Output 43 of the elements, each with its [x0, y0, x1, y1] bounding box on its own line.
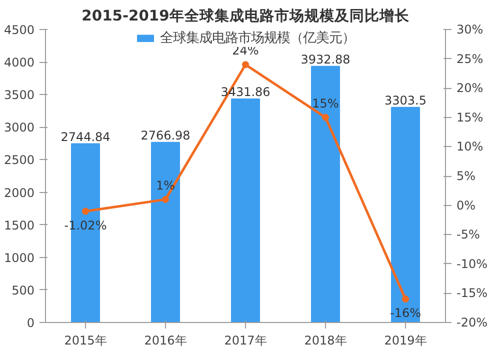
y2-tick-label: 10% [456, 140, 484, 154]
data-label: 2766.98 [140, 128, 190, 142]
y-tick-label: 2500 [4, 153, 35, 168]
legend-label: 全球集成电路市场规模（亿美元） [160, 30, 355, 46]
y-tick-label: 3000 [4, 120, 35, 135]
x-tick-label: 2016年 [144, 334, 187, 348]
bar [151, 142, 180, 322]
y2-tick-label: -10% [456, 256, 488, 271]
y-tick-label: 4000 [4, 56, 35, 70]
x-tick-label: 2018年 [304, 334, 347, 348]
point [82, 208, 89, 215]
bar [311, 66, 340, 322]
data-label: 3932.88 [300, 52, 350, 66]
y2-tick-label: -5% [456, 228, 480, 242]
y2-tick-label: 15% [456, 110, 484, 124]
point [242, 61, 249, 68]
y2-tick-label: 30% [456, 22, 484, 36]
x-tick-label: 2019年 [384, 334, 427, 348]
y2-tick-label: 5% [456, 169, 476, 183]
x-tick-label: 2017年 [224, 334, 267, 348]
point [162, 196, 169, 203]
point [402, 296, 409, 303]
y-tick-label: 1500 [4, 218, 35, 232]
y2-tick-label: 0% [456, 198, 476, 212]
y-tick-label: 4500 [4, 23, 35, 37]
y-tick-label: 3500 [4, 88, 35, 102]
y-tick-label: 0 [26, 316, 35, 330]
data-label: 24% [232, 44, 259, 58]
chart-title: 2015-2019年全球集成电路市场规模及同比增长 [82, 6, 410, 24]
data-label: 3303.5 [384, 93, 427, 108]
y2-tick-label: 20% [456, 81, 484, 96]
data-label: 15% [312, 96, 339, 110]
y-tick-label: 1000 [4, 250, 35, 265]
y2-tick-label: -20% [456, 316, 488, 330]
y2-tick-label: 25% [456, 52, 484, 66]
y-tick-label: 2000 [4, 186, 35, 200]
data-label: 2744.84 [60, 130, 110, 144]
point [322, 114, 329, 121]
x-tick-label: 2015年 [64, 334, 107, 348]
bar [231, 98, 260, 322]
bar [391, 106, 420, 322]
y2-tick-label: -15% [456, 286, 488, 300]
y-tick-label: 500 [12, 283, 34, 298]
